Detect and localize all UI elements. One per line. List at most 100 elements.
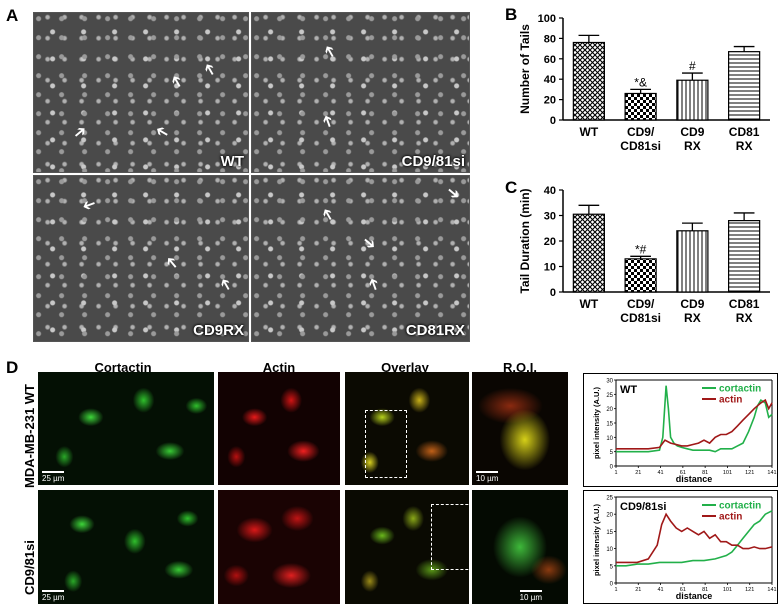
- y-tick-label: 20: [544, 236, 556, 248]
- y-axis-label: pixel intensity (A.U.): [592, 503, 601, 576]
- row-label-cd981si: CD9/81si: [22, 540, 37, 595]
- bar: [624, 92, 657, 121]
- bar-chart-tail-duration: 0 10 20 30 40 Tail Duration (min) WT *# CD9/CD81…: [518, 185, 770, 325]
- y-tick-label: 30: [544, 211, 556, 223]
- x-tick-label: 61: [680, 470, 686, 476]
- y-tick-label: 10: [606, 547, 613, 553]
- scale-bar-cortactin-cd981si: 25 µm: [42, 590, 65, 602]
- legend-label: actin: [719, 395, 742, 406]
- x-tick-label: 141: [767, 470, 776, 476]
- x-tick-label: 101: [723, 470, 732, 476]
- micrograph-cd981si: ➔ ➔ CD9/81si: [251, 12, 470, 173]
- column-header-actin: Actin: [262, 360, 296, 375]
- x-tick-label: 1: [614, 470, 617, 476]
- y-tick-label: 40: [544, 185, 556, 197]
- y-tick-label: 0: [550, 115, 556, 127]
- x-tick-label: CD81: [729, 125, 760, 139]
- y-tick-label: 15: [606, 422, 613, 428]
- x-tick-label: 41: [658, 470, 664, 476]
- y-tick-label: 100: [538, 13, 556, 25]
- image-overlay-cd981si: [345, 490, 469, 604]
- y-tick-label: 80: [544, 33, 556, 45]
- x-tick-label: CD9/: [627, 297, 655, 311]
- panel-label-b: B: [505, 5, 518, 24]
- y-tick-label: 15: [606, 530, 613, 536]
- x-tick-label: 21: [635, 470, 641, 476]
- micrograph-caption-wt: WT: [220, 153, 244, 170]
- x-tick-label: CD9/: [627, 125, 655, 139]
- column-header-cortactin: Cortactin: [94, 360, 152, 375]
- x-axis-label: distance: [676, 474, 713, 484]
- y-tick-label: 30: [606, 379, 613, 385]
- x-tick-label: CD81si: [620, 139, 661, 153]
- plot-title: WT: [620, 384, 637, 396]
- bar: [624, 258, 657, 293]
- x-tick-label: RX: [684, 311, 701, 325]
- x-tick-label: 121: [745, 470, 754, 476]
- roi-box-wt: [365, 410, 407, 478]
- x-tick-label: 101: [723, 587, 732, 593]
- x-tick-label: RX: [736, 139, 753, 153]
- x-tick-label: CD81si: [620, 311, 661, 325]
- row-label-wt: MDA-MB-231 WT: [22, 384, 37, 488]
- scale-bar-cortactin-wt: 25 µm: [42, 471, 65, 483]
- x-tick-label: 1: [614, 587, 617, 593]
- series-line-cortactin: [616, 510, 773, 567]
- column-header-roi: R.O.I.: [503, 360, 537, 375]
- plot-title: CD9/81si: [620, 501, 666, 513]
- series-line-cortactin: [616, 385, 773, 453]
- y-axis-label: pixel intensity (A.U.): [592, 386, 601, 459]
- x-tick-label: RX: [684, 139, 701, 153]
- x-axis-label: distance: [676, 591, 713, 601]
- x-tick-label: 81: [702, 470, 708, 476]
- y-tick-label: 40: [544, 74, 556, 86]
- bar: [676, 79, 709, 121]
- bar: [728, 51, 761, 121]
- legend-label: actin: [719, 512, 742, 523]
- y-tick-label: 10: [606, 436, 613, 442]
- scale-bar-roi-wt: 10 µm: [476, 471, 499, 483]
- micrograph-wt: ➔ ➔ ➔ ➔ WT: [33, 12, 249, 173]
- series-line-actin: [616, 512, 773, 564]
- image-roi-cd981si: 10 µm: [472, 490, 568, 604]
- image-actin-cd981si: [218, 490, 340, 604]
- y-tick-label: 20: [606, 407, 613, 413]
- x-tick-label: 81: [702, 587, 708, 593]
- scale-bar-roi-cd981si: 10 µm: [519, 590, 542, 602]
- micrograph-caption-cd981si: CD9/81si: [401, 153, 465, 170]
- micrograph-cd9rx: ➔ ➔ ➔ CD9RX: [33, 175, 249, 342]
- y-tick-label: 0: [610, 465, 614, 471]
- image-actin-wt: [218, 372, 340, 485]
- y-tick-label: 5: [610, 564, 614, 570]
- series-line-actin: [616, 398, 773, 450]
- x-tick-label: CD9: [680, 125, 704, 139]
- y-tick-label: 60: [544, 54, 556, 66]
- x-tick-label: 121: [745, 587, 754, 593]
- y-tick-label: 20: [606, 513, 613, 519]
- bar-chart-number-of-tails: 0 20 40 60 80 100 Number of Tails WT *& CD9/CD81s…: [518, 13, 770, 153]
- x-tick-label: RX: [736, 311, 753, 325]
- image-cortactin-wt: 25 µm: [38, 372, 214, 485]
- x-tick-label: WT: [580, 297, 599, 311]
- significance-mark: #: [689, 59, 696, 73]
- panel-label-c: C: [505, 178, 518, 197]
- micrograph-caption-cd81rx: CD81RX: [405, 322, 465, 339]
- bar: [676, 230, 709, 293]
- bar: [572, 213, 605, 293]
- y-tick-label: 0: [550, 287, 556, 299]
- significance-mark: *#: [635, 242, 647, 256]
- y-tick-label: 10: [544, 262, 556, 274]
- x-tick-label: WT: [580, 125, 599, 139]
- micrograph-caption-cd9rx: CD9RX: [193, 322, 244, 339]
- image-overlay-wt: [345, 372, 469, 485]
- roi-box-cd981si: [431, 504, 469, 570]
- significance-mark: *&: [634, 75, 647, 89]
- image-roi-wt: 10 µm: [472, 372, 568, 485]
- column-header-overlay: Overlay: [381, 360, 429, 375]
- micrograph-cd81rx: ➔ ➔ ➔ ➔ CD81RX: [251, 175, 470, 342]
- x-tick-label: CD9: [680, 297, 704, 311]
- y-tick-label: 25: [606, 496, 613, 502]
- y-tick-label: 25: [606, 393, 613, 399]
